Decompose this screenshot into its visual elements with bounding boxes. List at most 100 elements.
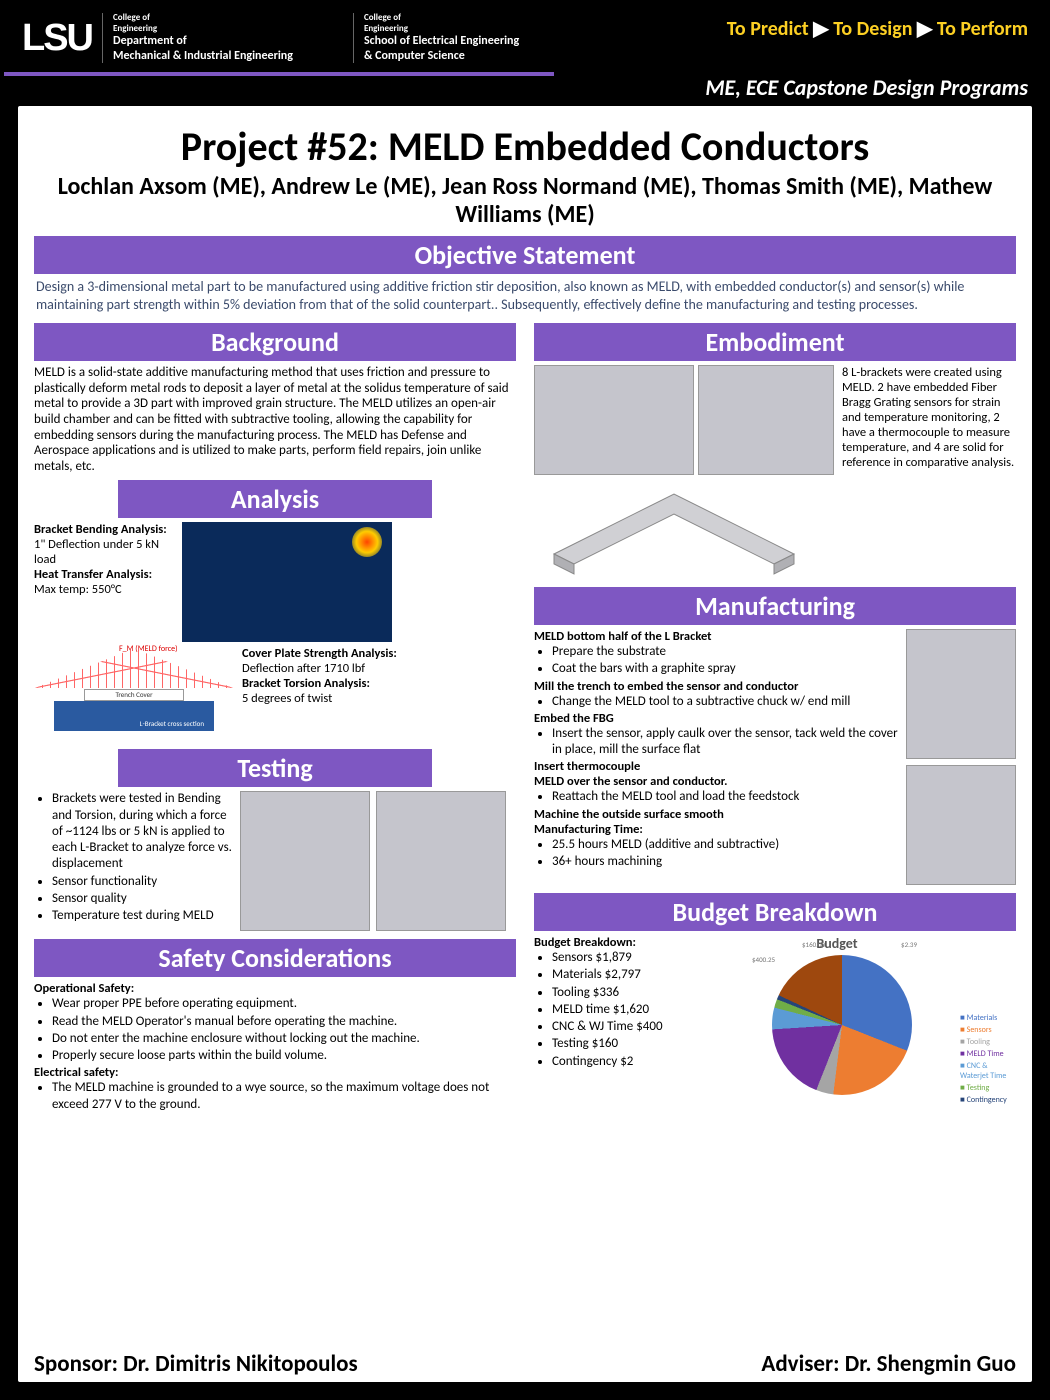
budget-item: MELD time $1,620 [552, 1002, 714, 1018]
legend-item: MELD Time [960, 1049, 1004, 1059]
content-area: Project #52: MELD Embedded Conductors Lo… [18, 106, 1032, 1382]
safety-item: The MELD machine is grounded to a wye so… [52, 1080, 516, 1113]
adviser: Adviser: Dr. Shengmin Guo [761, 1350, 1016, 1378]
budget-list: Sensors $1,879 Materials $2,797 Tooling … [534, 950, 714, 1070]
analysis-bending: Bracket Bending Analysis: 1" Deflection … [34, 522, 174, 642]
logo-block: LSU College ofEngineering Department ofM… [22, 13, 519, 63]
capstone-label: ME, ECE Capstone Design Programs [705, 74, 1028, 101]
section-embodiment: Embodiment [534, 323, 1016, 361]
budget-chart-title: Budget [722, 935, 952, 952]
budget-header: Budget Breakdown: [534, 935, 714, 950]
sponsor: Sponsor: Dr. Dimitris Nikitopoulos [34, 1350, 358, 1378]
lbracket-label: L-Bracket cross section [140, 719, 204, 728]
fea-image [182, 522, 392, 642]
safety-item: Properly secure loose parts within the b… [52, 1048, 516, 1064]
heat-header: Heat Transfer Analysis: [34, 567, 174, 582]
testing-list: Brackets were tested in Bending and Tors… [34, 791, 234, 931]
mfg-item: 25.5 hours MELD (additive and subtractiv… [552, 837, 898, 853]
mfg-item: Coat the bars with a graphite spray [552, 661, 898, 677]
section-testing: Testing [118, 749, 431, 787]
two-column-layout: Background MELD is a solid-state additiv… [34, 323, 1016, 1114]
analysis-cover: Cover Plate Strength Analysis: Deflectio… [242, 646, 516, 741]
section-analysis: Analysis [118, 480, 431, 518]
testing-item: Temperature test during MELD [52, 908, 234, 924]
tagline: To Predict ▶ To Design ▶ To Perform [727, 16, 1028, 41]
dept-1: College ofEngineering Department ofMecha… [102, 13, 293, 63]
left-column: Background MELD is a solid-state additiv… [34, 323, 516, 1114]
testing-image-2 [376, 791, 506, 931]
college-label-2: College ofEngineering [364, 13, 519, 35]
arrow-icon: ▶ [813, 17, 828, 41]
testing-item: Brackets were tested in Bending and Tors… [52, 791, 234, 872]
safety-item: Wear proper PPE before operating equipme… [52, 996, 516, 1012]
el-safety-header: Electrical safety: [34, 1065, 516, 1080]
mfg-item: Change the MELD tool to a subtractive ch… [552, 694, 898, 710]
safety-item: Read the MELD Operator's manual before o… [52, 1014, 516, 1030]
budget-chart: Budget $160.00 $2.39 $400.25 [722, 935, 952, 1105]
budget-legend: Materials Sensors Tooling MELD Time CNC … [960, 1011, 1016, 1105]
testing-image-1 [240, 791, 370, 931]
safety-item: Do not enter the machine enclosure witho… [52, 1031, 516, 1047]
college-label: College ofEngineering [113, 13, 293, 35]
mfg-image-1 [906, 629, 1016, 759]
op-safety-header: Operational Safety: [34, 981, 516, 996]
mfg-image-2 [906, 765, 1016, 885]
mfg-h6: Machine the outside surface smooth [534, 807, 898, 822]
testing-item: Sensor quality [52, 891, 234, 907]
budget-item: Testing $160 [552, 1036, 714, 1052]
tag-predict: To Predict [727, 17, 809, 41]
tag-design: To Design [833, 17, 912, 41]
cover-diagram: F_M (MELD force) Trench Cover L-Bracket … [34, 646, 234, 741]
mfg-h3: Embed the FBG [534, 711, 898, 726]
section-manufacturing: Manufacturing [534, 587, 1016, 625]
project-title: Project #52: MELD Embedded Conductors [34, 122, 1016, 171]
mfg-content: MELD bottom half of the L Bracket Prepar… [534, 629, 898, 885]
authors: Lochlan Axsom (ME), Andrew Le (ME), Jean… [34, 173, 1016, 228]
background-text: MELD is a solid-state additive manufactu… [34, 365, 516, 474]
budget-item: Materials $2,797 [552, 967, 714, 983]
el-safety-list: The MELD machine is grounded to a wye so… [34, 1080, 516, 1113]
section-background: Background [34, 323, 516, 361]
lsu-logo: LSU [22, 17, 92, 60]
embod-image-1 [534, 365, 694, 475]
budget-item: Sensors $1,879 [552, 950, 714, 966]
heat-text: Max temp: 550°C [34, 582, 174, 597]
mfg-h1: MELD bottom half of the L Bracket [534, 629, 898, 644]
mfg-h2: Mill the trench to embed the sensor and … [534, 679, 898, 694]
legend-item: Sensors [960, 1025, 992, 1035]
torsion-text: 5 degrees of twist [242, 691, 516, 706]
footer: Sponsor: Dr. Dimitris Nikitopoulos Advis… [34, 1350, 1016, 1378]
legend-item: Materials [960, 1013, 997, 1023]
legend-item: Testing [960, 1083, 989, 1093]
mfg-item: Insert the sensor, apply caulk over the … [552, 726, 898, 759]
section-budget: Budget Breakdown [534, 893, 1016, 931]
trench-label: Trench Cover [84, 689, 184, 701]
pie-chart [772, 955, 912, 1095]
embod-image-2 [698, 365, 834, 475]
op-safety-list: Wear proper PPE before operating equipme… [34, 996, 516, 1064]
section-objective: Objective Statement [34, 236, 1016, 274]
budget-item: Contingency $2 [552, 1054, 714, 1070]
subheader: ME, ECE Capstone Design Programs [4, 72, 1046, 106]
arrow-icon: ▶ [917, 17, 932, 41]
mfg-h5: MELD over the sensor and conductor. [534, 774, 898, 789]
budget-item: CNC & WJ Time $400 [552, 1019, 714, 1035]
testing-item: Sensor functionality [52, 874, 234, 890]
cover-header: Cover Plate Strength Analysis: [242, 646, 516, 661]
mfg-item: Reattach the MELD tool and load the feed… [552, 789, 898, 805]
poster: LSU College ofEngineering Department ofM… [0, 0, 1050, 1400]
lbracket-cad-image [534, 479, 814, 579]
right-column: Embodiment 8 L-brackets were cre [534, 323, 1016, 1114]
tag-perform: To Perform [937, 17, 1028, 41]
legend-item: CNC & Waterjet Time [960, 1061, 1016, 1081]
objective-text: Design a 3-dimensional metal part to be … [34, 278, 1016, 313]
bending-text: 1" Deflection under 5 kN load [34, 537, 174, 567]
dept-2: College ofEngineering School of Electric… [353, 13, 519, 63]
mfg-item: 36+ hours machining [552, 854, 898, 870]
purple-stripe [4, 72, 554, 76]
torsion-header: Bracket Torsion Analysis: [242, 676, 516, 691]
mfg-item: Prepare the substrate [552, 644, 898, 660]
dept-2-name: School of Electrical Engineering& Comput… [364, 34, 519, 63]
bending-header: Bracket Bending Analysis: [34, 522, 174, 537]
header: LSU College ofEngineering Department ofM… [4, 4, 1046, 72]
